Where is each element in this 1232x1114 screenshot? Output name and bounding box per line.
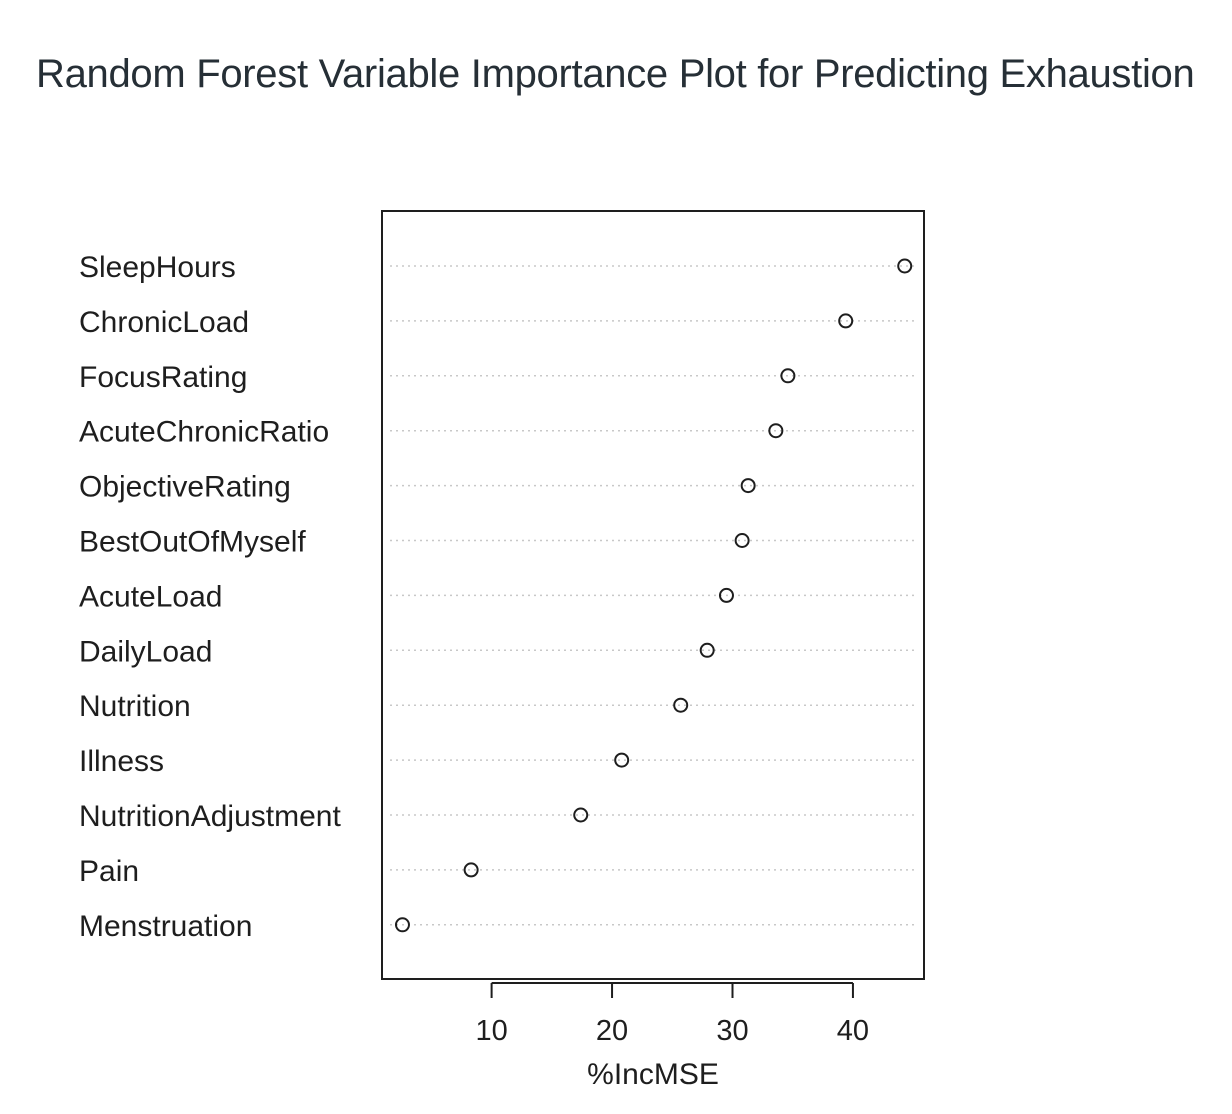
data-point (718, 587, 734, 603)
x-axis: 10 20 30 40 (475, 982, 869, 1047)
data-point (614, 752, 630, 768)
data-point (673, 697, 689, 713)
x-tick-label: 20 (596, 1015, 628, 1047)
data-point (394, 917, 410, 933)
data-point (463, 862, 479, 878)
category-label: Menstruation (79, 910, 252, 943)
category-label: Nutrition (79, 690, 191, 723)
category-label: BestOutOfMyself (79, 526, 306, 559)
category-label: ObjectiveRating (79, 471, 291, 504)
category-label: NutritionAdjustment (79, 800, 341, 833)
category-label: Illness (79, 745, 164, 778)
x-axis-title: %IncMSE (587, 1058, 719, 1091)
category-label: FocusRating (79, 361, 247, 394)
category-label: ChronicLoad (79, 306, 249, 339)
data-point (573, 807, 589, 823)
x-tick-label: 40 (837, 1015, 869, 1047)
x-tick-label: 10 (475, 1015, 507, 1047)
data-point (734, 533, 750, 548)
page-title: Random Forest Variable Importance Plot f… (36, 52, 1195, 96)
category-label: DailyLoad (79, 635, 212, 668)
data-point (699, 642, 715, 658)
data-point (780, 368, 796, 384)
category-label: SleepHours (79, 251, 236, 284)
data-point (768, 423, 784, 439)
data-points (394, 258, 913, 933)
data-point (838, 313, 854, 329)
category-label: AcuteChronicRatio (79, 416, 329, 449)
category-label: Pain (79, 855, 139, 888)
x-tick-label: 30 (716, 1015, 748, 1047)
category-label: AcuteLoad (79, 580, 222, 613)
y-category-labels: SleepHours ChronicLoad FocusRating AcuteChr… (79, 251, 341, 943)
gridlines (390, 265, 918, 926)
data-point (740, 478, 756, 494)
data-point (897, 258, 913, 274)
plot-frame (381, 210, 925, 980)
